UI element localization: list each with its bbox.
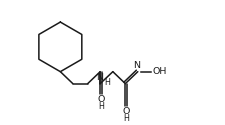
Text: H: H <box>124 114 129 123</box>
Text: O: O <box>123 107 130 116</box>
Text: OH: OH <box>152 67 167 76</box>
Text: N: N <box>96 73 103 82</box>
Text: H: H <box>104 78 110 88</box>
Text: N: N <box>133 61 140 70</box>
Text: O: O <box>97 95 105 104</box>
Text: H: H <box>98 102 104 111</box>
